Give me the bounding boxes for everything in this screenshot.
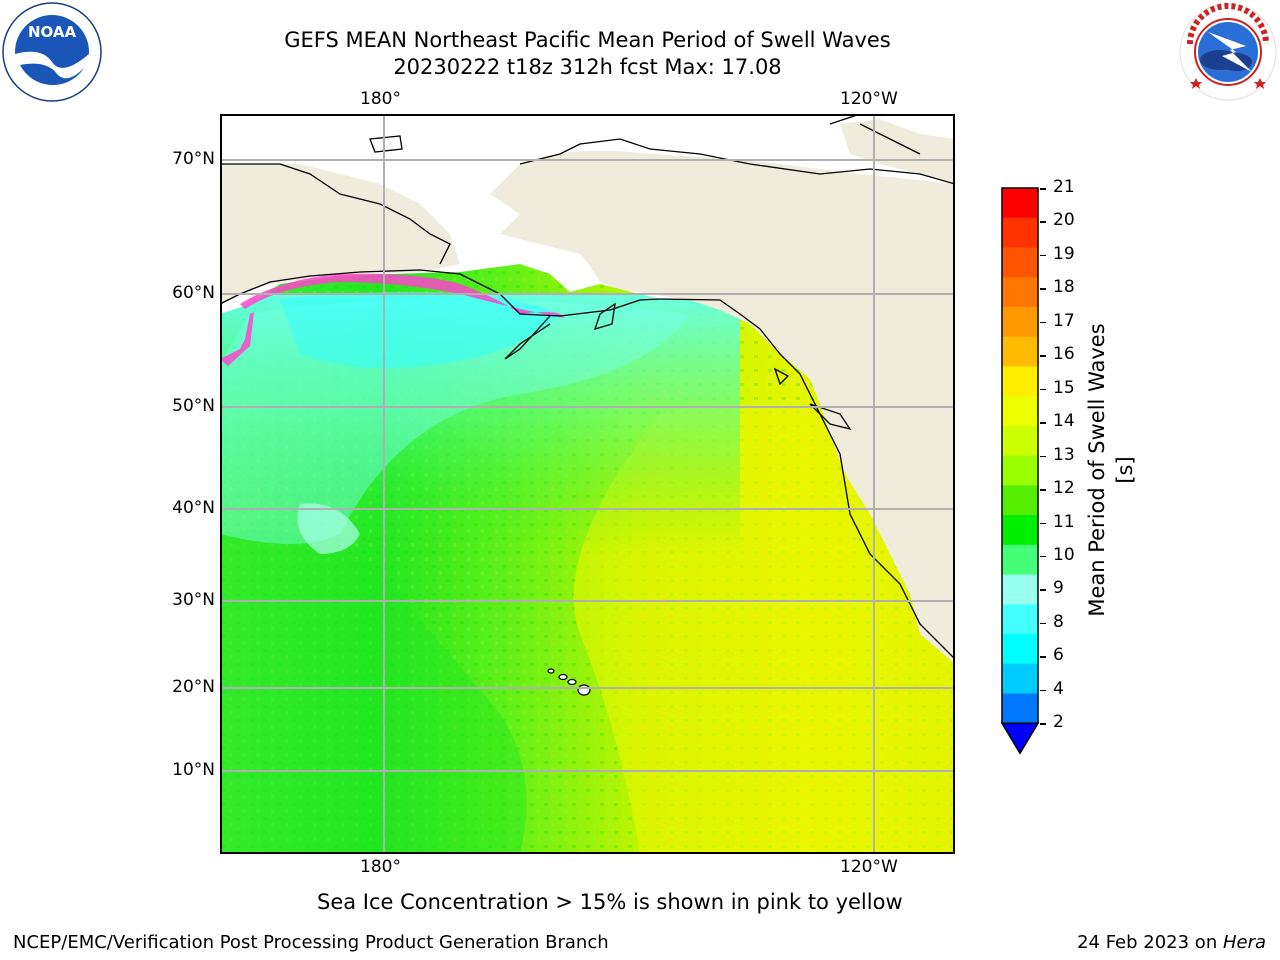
colorbar-tick	[1040, 622, 1046, 625]
colorbar-tick	[1040, 455, 1046, 458]
colorbar-tick	[1040, 656, 1046, 658]
colorbar-tick-label: 2	[1053, 712, 1064, 733]
colorbar-bin	[1002, 306, 1038, 338]
colorbar-tick	[1040, 689, 1046, 692]
colorbar-bin	[1002, 188, 1038, 219]
colorbar-bin	[1002, 366, 1038, 397]
colorbar-bin	[1002, 217, 1038, 248]
ice-note: Sea Ice Concentration > 15% is shown in …	[317, 890, 903, 914]
colorbar-bin	[1002, 604, 1038, 635]
colorbar-tick-label: 15	[1053, 377, 1075, 398]
colorbar-tick-label: 10	[1053, 544, 1075, 565]
colorbar-tick	[1040, 355, 1046, 357]
colorbar-bin	[1002, 544, 1038, 576]
colorbar-tick	[1040, 555, 1046, 558]
colorbar-tick	[1040, 221, 1046, 223]
colorbar-tick	[1040, 422, 1046, 424]
colorbar-bin	[1002, 425, 1038, 457]
lat-tick-20n: 20°N	[172, 677, 215, 697]
colorbar-tick	[1040, 723, 1046, 725]
colorbar-tick-label: 6	[1053, 645, 1064, 666]
colorbar-bin	[1002, 396, 1038, 427]
colorbar-tick-label: 20	[1053, 210, 1075, 231]
colorbar-tick	[1040, 321, 1046, 324]
colorbar-bin	[1002, 663, 1038, 695]
colorbar-tick	[1040, 489, 1046, 491]
chart-title: GEFS MEAN Northeast Pacific Mean Period …	[284, 28, 891, 52]
colorbar-tick-label: 17	[1053, 310, 1075, 331]
colorbar-tick-label: 11	[1053, 511, 1075, 532]
colorbar-bin	[1002, 247, 1038, 278]
colorbar-bin	[1002, 277, 1038, 308]
map-panel	[220, 114, 955, 854]
colorbar	[1000, 186, 1040, 786]
lat-tick-70n: 70°N	[172, 149, 215, 169]
colorbar-tick-label: 9	[1053, 578, 1064, 599]
noaa-logo: NOAA	[2, 2, 102, 102]
colorbar-tick-label: 16	[1053, 344, 1075, 365]
colorbar-bin	[1002, 485, 1038, 516]
colorbar-bin	[1002, 336, 1038, 367]
colorbar-tick-label: 14	[1053, 411, 1075, 432]
colorbar-bin	[1002, 455, 1038, 486]
lat-tick-30n: 30°N	[172, 590, 215, 610]
noaa-logo-text: NOAA	[28, 23, 77, 41]
colorbar-tick-label: 4	[1053, 678, 1064, 699]
lon-tick-bottom-180: 180°	[360, 857, 401, 877]
nws-logo	[1178, 2, 1278, 102]
colorbar-tick	[1040, 288, 1046, 290]
colorbar-extend-triangle	[1000, 722, 1040, 755]
lat-tick-40n: 40°N	[172, 498, 215, 518]
lon-tick-top-120w: 120°W	[840, 89, 898, 109]
colorbar-bin	[1002, 574, 1038, 605]
colorbar-tick-label: 13	[1053, 444, 1075, 465]
lat-tick-10n: 10°N	[172, 760, 215, 780]
lat-tick-50n: 50°N	[172, 396, 215, 416]
colorbar-tick	[1040, 254, 1046, 257]
colorbar-tick	[1040, 188, 1046, 190]
lon-tick-top-180: 180°	[360, 89, 401, 109]
colorbar-tick	[1040, 589, 1046, 591]
colorbar-tick	[1040, 388, 1046, 391]
footer-date-text: 24 Feb 2023 on	[1077, 932, 1223, 953]
footer-branch: NCEP/EMC/Verification Post Processing Pr…	[13, 932, 609, 953]
lon-tick-bottom-120w: 120°W	[840, 857, 898, 877]
colorbar-tick	[1040, 522, 1046, 525]
chart-subtitle: 20230222 t18z 312h fcst Max: 17.08	[393, 55, 782, 79]
colorbar-bin	[1002, 693, 1038, 724]
colorbar-tick-label: 12	[1053, 478, 1075, 499]
colorbar-tick-label: 8	[1053, 611, 1064, 632]
colorbar-bin	[1002, 515, 1038, 546]
footer-host: Hera	[1222, 932, 1266, 953]
colorbar-label: Mean Period of Swell Waves [s]	[1085, 323, 1137, 617]
footer-date: 24 Feb 2023 on Hera	[1077, 932, 1266, 953]
lat-tick-60n: 60°N	[172, 283, 215, 303]
colorbar-tick-label: 19	[1053, 243, 1075, 264]
colorbar-tick-label: 18	[1053, 277, 1075, 298]
colorbar-tick-label: 21	[1053, 177, 1075, 197]
colorbar-bin	[1002, 634, 1038, 665]
graticule	[220, 114, 955, 854]
